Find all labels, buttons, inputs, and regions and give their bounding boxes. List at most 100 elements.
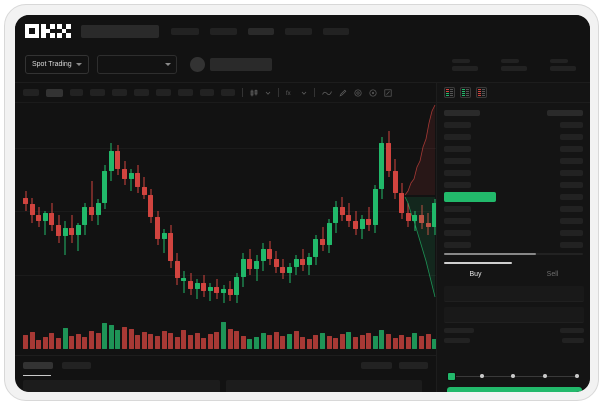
pencil-icon[interactable] [339, 89, 347, 97]
depth-chart-svg [404, 104, 436, 298]
order-price-field[interactable] [444, 286, 584, 302]
slider-stop-100[interactable] [575, 374, 579, 378]
volume-bar [339, 334, 345, 349]
volume-bar [247, 339, 253, 349]
ticker-stat-2 [501, 58, 527, 71]
orders-action-1[interactable] [361, 362, 392, 369]
table-row[interactable] [444, 205, 583, 213]
timeframe-button-4[interactable] [90, 89, 105, 96]
volume-bar [181, 330, 187, 349]
candle [141, 103, 147, 318]
line-tool-icon[interactable] [322, 89, 332, 97]
ticker-stat-1-value [452, 65, 478, 71]
volume-bar [425, 334, 431, 349]
orderbook-scrollbar[interactable] [444, 253, 583, 255]
candle [353, 103, 358, 318]
slider-handle[interactable] [447, 372, 456, 381]
trade-tabs: Buy Sell [437, 263, 590, 285]
timeframe-button-1[interactable] [23, 89, 39, 96]
volume-bar [306, 339, 312, 349]
sidebar-item-nav-4[interactable] [285, 27, 312, 35]
volume-bar [254, 337, 259, 349]
orderbook-col-header-right [547, 110, 583, 116]
orderbook-mode-both-icon[interactable] [444, 87, 455, 98]
table-row[interactable] [444, 145, 583, 153]
candle [300, 103, 306, 318]
table-row[interactable] [444, 121, 583, 129]
sidebar-item-nav-2[interactable] [210, 27, 237, 35]
indicator-icon[interactable]: fx [286, 89, 294, 97]
table-row[interactable] [444, 169, 583, 177]
slider-stop-75[interactable] [543, 374, 547, 378]
slider-stop-50[interactable] [511, 374, 515, 378]
candlestick-type-icon[interactable] [250, 89, 258, 97]
price-chart[interactable] [15, 103, 436, 355]
okx-logo-icon[interactable] [25, 24, 71, 38]
orderbook-mode-bids-icon[interactable] [460, 87, 471, 98]
volume-bar [399, 335, 405, 349]
tab-open-orders[interactable] [23, 362, 53, 369]
candle [82, 103, 88, 318]
sidebar-item-nav-1[interactable] [171, 27, 199, 35]
timeframe-button-7[interactable] [156, 89, 171, 96]
candle [405, 103, 411, 318]
trading-mode-button[interactable]: Spot Trading [25, 55, 89, 74]
bid-price-cell [444, 230, 471, 236]
candle [346, 103, 352, 318]
timeframe-button-10[interactable] [221, 89, 235, 96]
chevron-down-icon[interactable] [265, 90, 271, 96]
table-row[interactable] [444, 217, 583, 225]
trading-pair-select[interactable] [96, 55, 177, 74]
volume-bar [379, 330, 385, 349]
submit-buy-button[interactable] [447, 387, 582, 392]
timeframe-button-8[interactable] [178, 89, 193, 96]
order-amount-field[interactable] [444, 307, 584, 323]
orders-action-2[interactable] [399, 362, 428, 369]
timeframe-button-5[interactable] [112, 89, 127, 96]
device-frame: Spot Trading [4, 4, 599, 401]
candle [366, 103, 372, 318]
candle [306, 103, 312, 318]
table-row[interactable] [444, 181, 583, 189]
table-row[interactable] [444, 241, 583, 249]
table-row[interactable] [444, 133, 583, 141]
volume-bar [227, 329, 233, 349]
volume-bar [273, 332, 279, 349]
tab-sell[interactable]: Sell [546, 270, 559, 278]
table-row[interactable] [444, 229, 583, 237]
chart-gridline-0 [15, 148, 436, 149]
sidebar-item-nav-5[interactable] [323, 27, 349, 35]
fullscreen-icon[interactable] [384, 88, 392, 97]
ask-price-cell [444, 134, 471, 140]
timeframe-button-6[interactable] [134, 89, 149, 96]
candle [287, 103, 292, 318]
header-search-input[interactable] [81, 24, 159, 38]
timeframe-button-9[interactable] [200, 89, 214, 96]
at-sign-icon[interactable] [354, 88, 362, 97]
candle [135, 103, 141, 318]
ask-price-cell [444, 182, 471, 188]
tab-order-history[interactable] [62, 362, 91, 369]
amount-percent-slider[interactable] [447, 372, 582, 381]
slider-stop-25[interactable] [480, 374, 484, 378]
volume-bar [280, 336, 286, 349]
orderbook-mode-asks-icon[interactable] [476, 87, 487, 98]
candle [254, 103, 259, 318]
volume-bar [49, 333, 55, 349]
volume-bar [75, 334, 81, 349]
timeframe-button-3[interactable] [70, 89, 83, 96]
orders-content-skeleton [23, 380, 422, 392]
candle [69, 103, 75, 318]
orderbook-scrollbar-thumb[interactable] [444, 253, 536, 255]
timeframe-button-2-active[interactable] [46, 88, 63, 97]
chevron-down-icon[interactable] [301, 90, 307, 96]
settings-icon[interactable] [369, 88, 377, 97]
sidebar-item-nav-3[interactable] [248, 27, 274, 35]
tab-buy[interactable]: Buy [469, 270, 482, 278]
volume-bar [148, 334, 154, 349]
volume-bar [168, 333, 174, 349]
volume-bar [214, 332, 220, 349]
table-row[interactable] [444, 157, 583, 165]
volume-bar [293, 331, 299, 349]
orderbook-body[interactable] [437, 103, 590, 249]
